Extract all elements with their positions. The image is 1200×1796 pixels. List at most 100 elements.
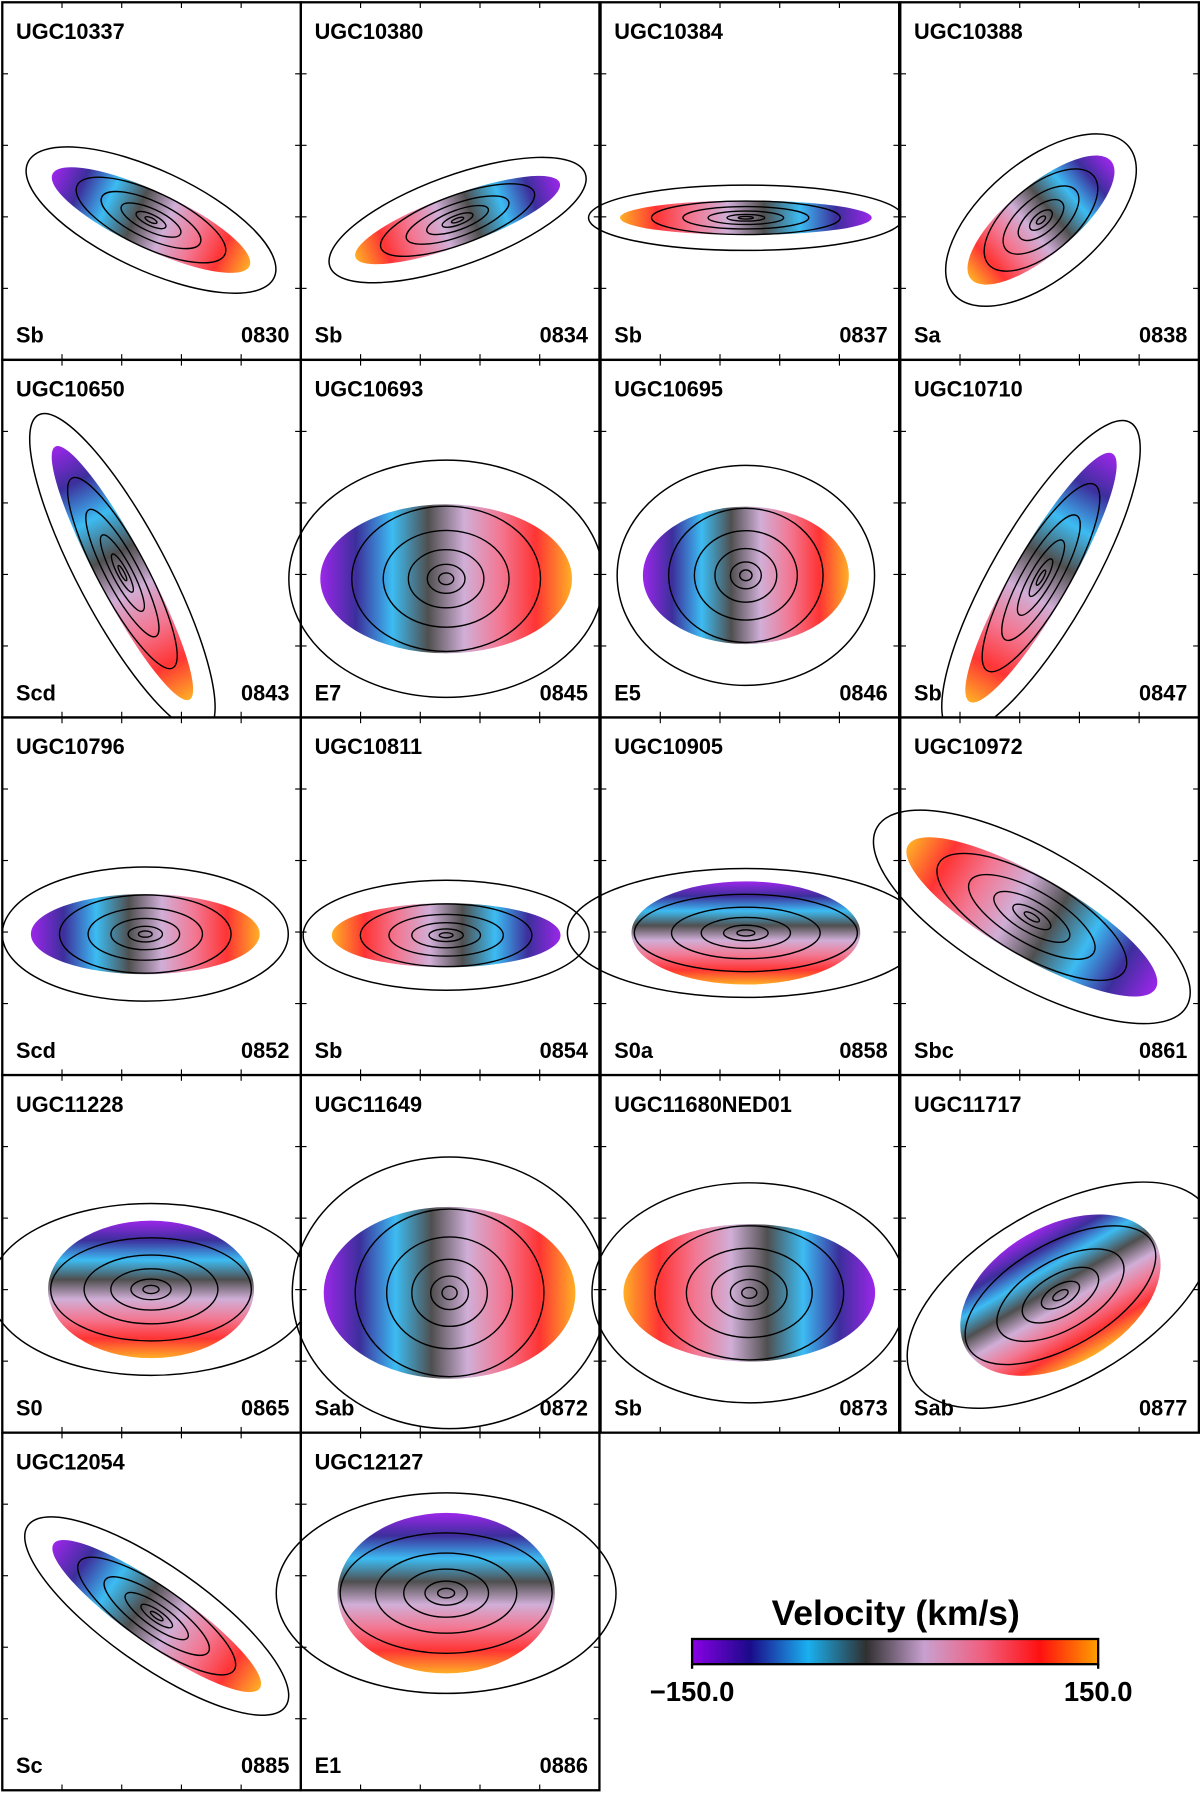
panel-id: 0838 bbox=[1139, 323, 1187, 348]
morphology: Sab bbox=[914, 1395, 954, 1420]
panel-id: 0837 bbox=[839, 323, 887, 348]
panel: UGC10695 E5 0846 bbox=[599, 358, 901, 719]
panel: UGC10384 Sb 0837 bbox=[587, 1, 904, 362]
galaxy-name: UGC11717 bbox=[914, 1092, 1022, 1117]
contour bbox=[1001, 514, 1081, 642]
contour bbox=[710, 1265, 788, 1321]
velocity-map bbox=[51, 446, 194, 701]
contour bbox=[110, 1268, 192, 1311]
galaxy bbox=[872, 809, 1191, 1025]
contour bbox=[117, 564, 128, 582]
galaxy-name: UGC10388 bbox=[914, 19, 1023, 44]
contour bbox=[137, 930, 153, 938]
contour bbox=[967, 873, 1096, 960]
morphology: Sb bbox=[315, 1038, 343, 1063]
panel: UGC10337 Sb 0830 bbox=[1, 1, 303, 362]
velocity-map bbox=[337, 1512, 555, 1674]
contour bbox=[382, 529, 510, 628]
galaxy bbox=[587, 184, 904, 252]
contour bbox=[49, 1237, 253, 1342]
contour bbox=[1016, 539, 1066, 616]
contour bbox=[736, 929, 756, 937]
contour bbox=[411, 922, 482, 949]
contour bbox=[737, 215, 755, 220]
contour bbox=[411, 1258, 489, 1328]
panel-id: 0847 bbox=[1139, 680, 1187, 705]
morphology: Sa bbox=[914, 323, 941, 348]
contour bbox=[103, 1576, 211, 1656]
contour bbox=[426, 204, 490, 236]
contour bbox=[100, 190, 202, 250]
contour bbox=[707, 210, 785, 226]
morphology: Sb bbox=[614, 1395, 642, 1420]
morphology: E5 bbox=[614, 680, 641, 705]
contour bbox=[140, 1603, 174, 1629]
galaxy-name: UGC10972 bbox=[914, 734, 1023, 759]
galaxy bbox=[275, 1492, 617, 1695]
galaxy-name: UGC10693 bbox=[315, 377, 424, 402]
contour bbox=[77, 1556, 237, 1676]
panel-id: 0877 bbox=[1139, 1395, 1187, 1420]
velocity-map bbox=[331, 903, 561, 968]
velocity-map bbox=[623, 1224, 876, 1362]
morphology: Scd bbox=[16, 1038, 56, 1063]
galaxy-name: UGC10695 bbox=[614, 377, 723, 402]
contour bbox=[424, 1580, 469, 1606]
morphology: S0 bbox=[16, 1395, 43, 1420]
contour bbox=[374, 1552, 518, 1634]
contour bbox=[359, 903, 533, 968]
panel-id: 0843 bbox=[241, 680, 289, 705]
panel-frame bbox=[1, 1, 303, 362]
contour bbox=[142, 1284, 160, 1295]
outer-contour bbox=[616, 464, 876, 687]
contour bbox=[650, 200, 841, 236]
contour bbox=[339, 1532, 553, 1654]
contour bbox=[722, 924, 769, 942]
contour bbox=[75, 176, 227, 264]
panel: UGC11717 Sab 0877 bbox=[899, 1073, 1200, 1434]
contour bbox=[1017, 198, 1065, 242]
galaxy-name: UGC12127 bbox=[315, 1449, 424, 1474]
contour bbox=[726, 213, 766, 222]
contour bbox=[441, 212, 474, 228]
galaxy bbox=[0, 1202, 314, 1377]
contour bbox=[351, 505, 542, 653]
contour bbox=[403, 1568, 490, 1618]
panel-frame bbox=[599, 1, 901, 362]
contour bbox=[354, 1208, 545, 1378]
contour bbox=[693, 529, 799, 621]
contour bbox=[436, 1587, 456, 1599]
panel: UGC10905 S0a 0858 bbox=[566, 716, 926, 1077]
contour bbox=[981, 482, 1101, 673]
velocity-map bbox=[52, 1540, 262, 1693]
galaxy bbox=[291, 1156, 608, 1430]
contour bbox=[1035, 215, 1047, 225]
contour bbox=[149, 1610, 164, 1622]
contour bbox=[996, 1248, 1125, 1343]
galaxy-name: UGC10337 bbox=[16, 19, 125, 44]
panel: UGC10811 Sb 0854 bbox=[299, 716, 601, 1077]
panel-id: 0873 bbox=[839, 1395, 887, 1420]
panel-id: 0834 bbox=[540, 323, 588, 348]
panel-id: 0885 bbox=[241, 1753, 289, 1778]
morphology: Sb bbox=[315, 323, 343, 348]
velocity-map bbox=[965, 452, 1117, 703]
morphology: Sb bbox=[614, 323, 642, 348]
contour bbox=[1012, 903, 1052, 931]
panel-id: 0858 bbox=[839, 1038, 887, 1063]
panel: UGC10710 Sb 0847 bbox=[899, 358, 1200, 736]
contour bbox=[428, 928, 464, 943]
galaxy-name: UGC10905 bbox=[614, 734, 723, 759]
galaxy-name: UGC10710 bbox=[914, 377, 1023, 402]
contour bbox=[430, 1275, 470, 1311]
contour bbox=[124, 1591, 189, 1641]
contour bbox=[66, 476, 178, 670]
contour bbox=[633, 893, 859, 973]
contour bbox=[738, 569, 753, 582]
panel-id: 0861 bbox=[1139, 1038, 1187, 1063]
galaxy bbox=[906, 1181, 1200, 1409]
contour bbox=[130, 1278, 172, 1301]
contour bbox=[135, 210, 167, 230]
contour bbox=[450, 216, 465, 224]
contour bbox=[87, 907, 204, 961]
